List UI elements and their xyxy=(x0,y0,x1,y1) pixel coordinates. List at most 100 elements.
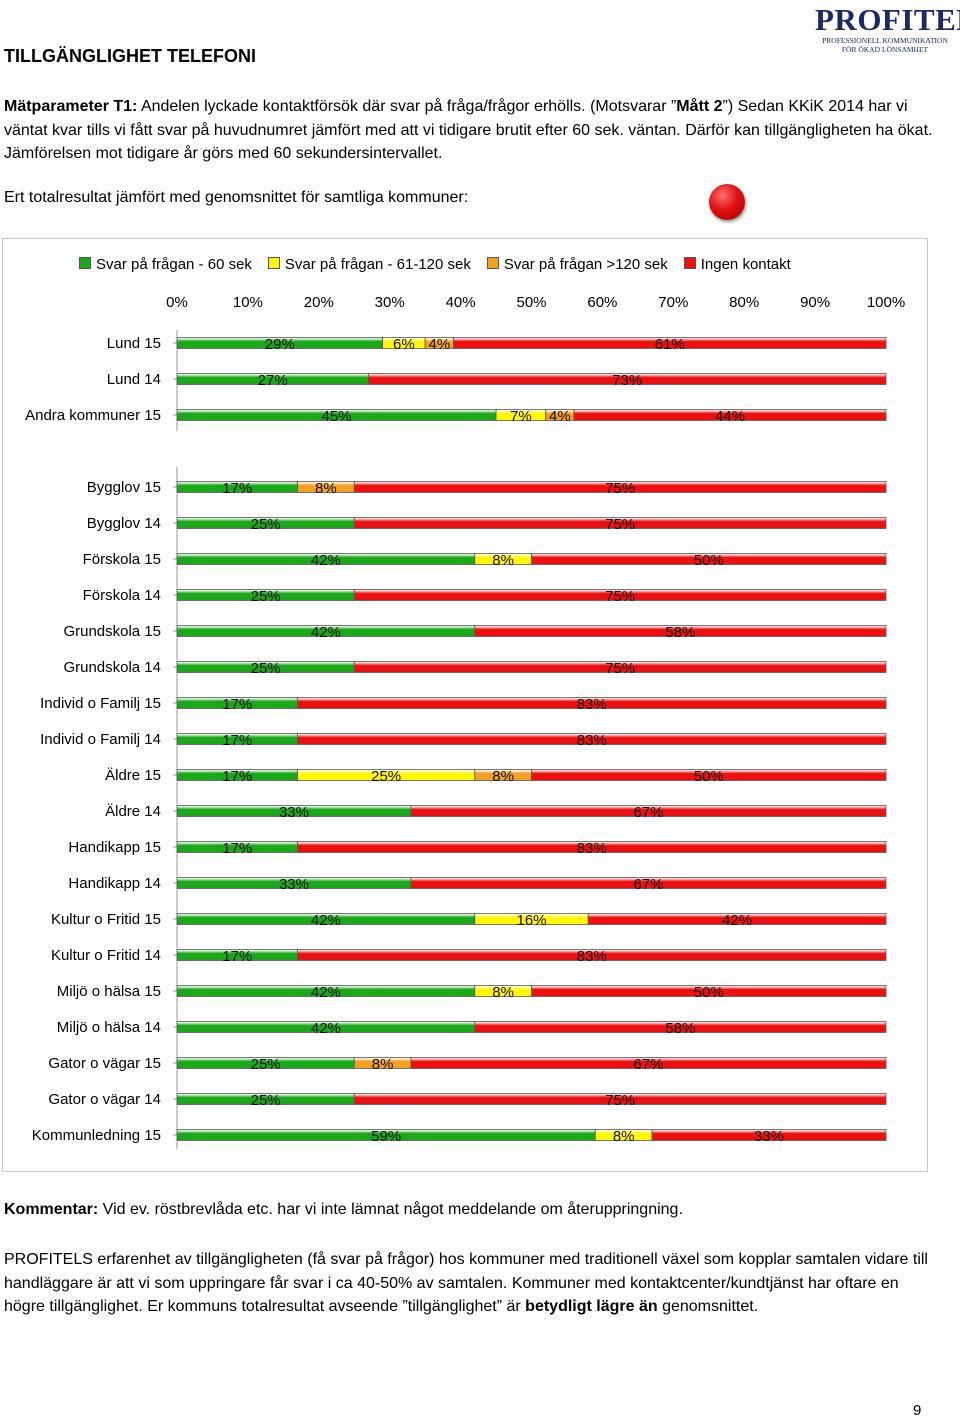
data-label: 8% xyxy=(613,1128,635,1145)
data-label: 8% xyxy=(492,984,514,1001)
bar-segment xyxy=(531,985,887,997)
x-tick-label: 0% xyxy=(166,294,188,311)
data-label: 25% xyxy=(251,660,281,677)
data-label: 25% xyxy=(371,768,401,785)
data-label: 42% xyxy=(311,552,341,569)
data-label: 42% xyxy=(722,912,752,929)
data-label: 25% xyxy=(251,1056,281,1073)
bar-segment xyxy=(353,589,887,601)
comment-text: Vid ev. röstbrevlåda etc. har vi inte lä… xyxy=(98,1201,683,1218)
x-tick-label: 30% xyxy=(375,294,405,311)
data-label: 42% xyxy=(311,984,341,1001)
data-label: 75% xyxy=(605,516,635,533)
bar-segment xyxy=(474,625,887,637)
data-label: 25% xyxy=(251,1092,281,1109)
category-label: Miljö o hälsa 14 xyxy=(57,1019,161,1036)
x-tick-label: 80% xyxy=(729,294,759,311)
bar-segment xyxy=(353,1093,887,1105)
bar-segment xyxy=(353,661,887,673)
category-label: Gator o vägar 15 xyxy=(48,1055,161,1072)
bar-segment xyxy=(353,481,887,493)
data-label: 33% xyxy=(279,804,309,821)
comment-label: Kommentar: xyxy=(4,1201,99,1218)
category-label: Bygglov 14 xyxy=(87,515,161,532)
data-label: 8% xyxy=(372,1056,394,1073)
comment: Kommentar: Vid ev. röstbrevlåda etc. har… xyxy=(4,1201,683,1219)
data-label: 61% xyxy=(655,336,685,353)
data-label: 17% xyxy=(222,480,252,497)
bar-segment xyxy=(297,733,887,745)
category-label: Miljö o hälsa 15 xyxy=(57,983,161,1000)
bar-segment xyxy=(368,373,887,385)
orange-square-icon xyxy=(486,257,499,269)
logo-tagline-1: PROFESSIONELL KOMMUNIKATION xyxy=(822,36,948,45)
category-label: Lund 14 xyxy=(107,371,161,388)
category-label: Kommunledning 15 xyxy=(32,1127,161,1144)
data-label: 75% xyxy=(605,1092,635,1109)
data-label: 8% xyxy=(315,480,337,497)
x-tick-label: 50% xyxy=(516,294,546,311)
data-label: 33% xyxy=(754,1128,784,1145)
page-number: 9 xyxy=(913,1402,922,1419)
profitel-logo: PROFITEL® PROFESSIONELL KOMMUNIKATION FÖ… xyxy=(815,2,960,55)
data-label: 33% xyxy=(279,876,309,893)
data-label: 16% xyxy=(516,912,546,929)
category-label: Kultur o Fritid 15 xyxy=(51,911,161,928)
conclusion-paragraph: PROFITELS erfarenhet av tillgängligheten… xyxy=(4,1248,944,1319)
stacked-bar-chart: 0% 10% 20% 30% 40% 50% 60% 70% 80% 90% 100% Lund 15… xyxy=(25,294,905,1149)
category-label: Grundskola 15 xyxy=(63,623,161,640)
logo-wordmark: PROFITEL® xyxy=(815,2,960,37)
category-label: Handikapp 15 xyxy=(68,839,161,856)
legend-label: Svar på frågan >120 sek xyxy=(503,256,668,273)
data-label: 73% xyxy=(612,372,642,389)
data-label: 42% xyxy=(311,624,341,641)
data-label: 50% xyxy=(694,768,724,785)
data-label: 83% xyxy=(577,732,607,749)
bar-segment xyxy=(651,1129,887,1141)
data-label: 75% xyxy=(605,588,635,605)
legend-label: Svar på frågan - 60 sek xyxy=(96,256,252,273)
data-label: 50% xyxy=(694,552,724,569)
legend-label: Svar på frågan - 61-120 sek xyxy=(284,256,471,273)
data-label: 17% xyxy=(222,840,252,857)
data-label: 58% xyxy=(665,624,695,641)
data-label: 42% xyxy=(311,912,341,929)
parameter-label: Mätparameter T1: xyxy=(4,98,138,115)
data-label: 8% xyxy=(492,768,514,785)
intro-text-2: ”) Sedan KKiK 2014 har vi väntat kvar ti… xyxy=(4,98,933,162)
bar-segment xyxy=(531,553,887,565)
bar-segment xyxy=(410,805,887,817)
data-label: 67% xyxy=(633,804,663,821)
category-label: Äldre 15 xyxy=(105,767,161,784)
bar-segment xyxy=(573,409,887,421)
intro-bold-1: Mått 2 xyxy=(676,98,723,115)
paragraph-text-1: PROFITELS erfarenhet av tillgängligheten… xyxy=(4,1251,928,1315)
data-label: 27% xyxy=(258,372,288,389)
data-label: 25% xyxy=(251,588,281,605)
bar-segment xyxy=(410,1057,887,1069)
x-tick-label: 40% xyxy=(446,294,476,311)
legend-item-1: Svar på frågan - 61-120 sek xyxy=(267,256,471,273)
category-label: Äldre 14 xyxy=(105,803,161,820)
bar-segment xyxy=(531,769,887,781)
green-square-icon xyxy=(79,257,91,269)
bar-segment xyxy=(297,697,887,709)
category-label: Förskola 15 xyxy=(83,551,161,568)
legend-item-0: Svar på frågan - 60 sek xyxy=(79,256,252,273)
data-label: 83% xyxy=(577,696,607,713)
data-label: 75% xyxy=(605,660,635,677)
bar-segment xyxy=(297,949,887,961)
x-tick-label: 60% xyxy=(587,294,617,311)
category-label: Individ o Familj 15 xyxy=(40,695,161,712)
legend-item-2: Svar på frågan >120 sek xyxy=(486,256,668,273)
data-label: 42% xyxy=(311,1020,341,1037)
category-label: Kultur o Fritid 14 xyxy=(51,947,161,964)
legend-label: Ingen kontakt xyxy=(700,256,791,273)
paragraph-text-2: genomsnittet. xyxy=(657,1298,759,1315)
data-label: 8% xyxy=(492,552,514,569)
bar-segment xyxy=(353,517,887,529)
data-label: 4% xyxy=(428,336,450,353)
bar-segment xyxy=(453,337,887,349)
data-label: 67% xyxy=(633,876,663,893)
data-label: 75% xyxy=(605,480,635,497)
